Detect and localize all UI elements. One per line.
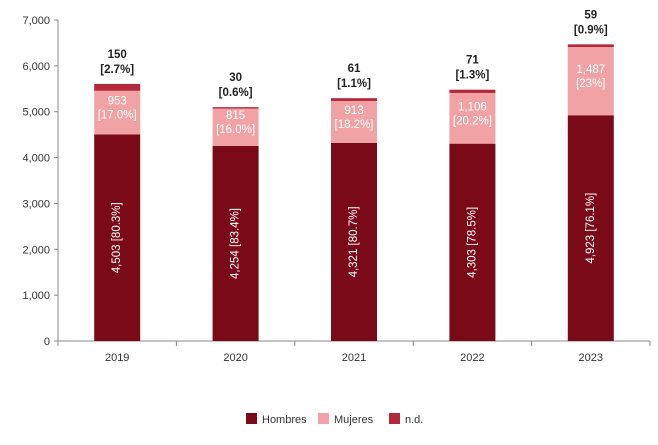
data-label-line: [16.0%] — [216, 124, 255, 136]
bar-segment-hombres — [212, 145, 259, 341]
bar-segment-hombres — [449, 143, 496, 341]
data-label-nd: 71 [1.3%] — [455, 55, 489, 82]
data-label-hombres: 4,503 [80.3%] — [111, 202, 123, 273]
legend: Hombres Mujeres n.d. — [246, 413, 423, 426]
data-label-line: [23%] — [576, 78, 605, 90]
data-label-nd: 30 [0.6%] — [219, 72, 253, 99]
data-label-line: [1.1%] — [337, 78, 371, 90]
data-label-line: [0.9%] — [574, 24, 608, 36]
legend-label: Hombres — [262, 414, 307, 426]
data-label-line: 1,106 — [458, 101, 487, 113]
data-label-line: [1.3%] — [455, 70, 489, 82]
x-tick-label: 2020 — [223, 352, 247, 364]
bar-segment-hombres — [567, 115, 614, 341]
data-label-hombres: 4,254 [83.4%] — [230, 208, 242, 279]
data-label-mujeres: 953 [17.0%] — [98, 96, 137, 122]
y-tick-label: 6,000 — [22, 61, 50, 73]
x-tick-label: 2022 — [460, 352, 484, 364]
x-tick-label: 2019 — [105, 352, 129, 364]
data-label-mujeres: 1,487 [23%] — [576, 64, 605, 90]
data-label-line: [2.7%] — [100, 64, 134, 76]
bars — [94, 44, 614, 341]
data-label-line: 1,487 — [576, 64, 605, 76]
data-label-line: [0.6%] — [219, 87, 253, 99]
data-label-mujeres: 815 [16.0%] — [216, 110, 255, 136]
data-label-line: 953 — [108, 96, 127, 108]
y-tick-label: 7,000 — [22, 15, 50, 27]
bar-segment-nd — [212, 107, 259, 109]
y-axis: 0 1,000 2,000 3,000 4,000 5,000 6,000 7,000 — [22, 15, 59, 348]
data-label-line: [20.2%] — [453, 115, 492, 127]
bar-segment-nd — [449, 89, 496, 93]
legend-swatch — [246, 413, 257, 424]
legend-label: n.d. — [405, 414, 423, 426]
x-tick-label: 2023 — [579, 352, 603, 364]
data-label-line: 59 — [584, 9, 597, 21]
y-tick-label: 4,000 — [22, 153, 50, 165]
data-label-line: [17.0%] — [98, 110, 137, 122]
data-label-line: 61 — [348, 63, 361, 75]
bar-segment-hombres — [94, 134, 141, 341]
data-label-mujeres: 1,106 [20.2%] — [453, 101, 492, 127]
x-tick-label: 2021 — [342, 352, 366, 364]
data-label-hombres: 4,321 [80.7%] — [348, 206, 360, 277]
x-axis: 2019 2020 2021 2022 2023 — [57, 340, 651, 364]
bar-segment-mujeres — [331, 100, 377, 143]
data-label-nd: 61 [1.1%] — [337, 63, 371, 90]
data-label-line: 815 — [226, 110, 245, 122]
y-tick-label: 5,000 — [22, 107, 50, 119]
data-label-line: 30 — [229, 72, 242, 84]
data-label-hombres: 4,923 [76.1%] — [585, 193, 597, 264]
y-tick-label: 2,000 — [22, 244, 50, 256]
bar-segment-mujeres — [567, 47, 614, 116]
bar-segment-nd — [331, 98, 377, 101]
data-label-line: [18.2%] — [335, 119, 374, 131]
bar-segment-mujeres — [94, 90, 141, 135]
y-tick-label: 3,000 — [22, 198, 50, 210]
y-tick-label: 0 — [44, 336, 50, 348]
data-label-nd: 150 [2.7%] — [100, 49, 134, 76]
bar-segment-mujeres — [449, 92, 496, 144]
data-label-line: 150 — [108, 49, 127, 61]
bar-segment-nd — [567, 44, 614, 48]
legend-swatch — [318, 413, 329, 424]
y-tick-label: 1,000 — [22, 290, 50, 302]
legend-swatch — [389, 413, 400, 424]
data-label-line: 913 — [344, 105, 363, 117]
data-label-hombres: 4,303 [78.5%] — [466, 207, 478, 278]
bar-segment-nd — [94, 83, 141, 91]
bar-segment-mujeres — [212, 108, 259, 146]
legend-label: Mujeres — [334, 414, 374, 426]
data-labels: 4,503 [80.3%] 953 [17.0%] 150 [2.7%] 4,254 [8… — [98, 9, 608, 279]
data-label-line: 71 — [466, 55, 479, 67]
bar-segment-hombres — [331, 142, 377, 341]
data-label-nd: 59 [0.9%] — [574, 9, 608, 36]
data-label-mujeres: 913 [18.2%] — [335, 105, 374, 131]
